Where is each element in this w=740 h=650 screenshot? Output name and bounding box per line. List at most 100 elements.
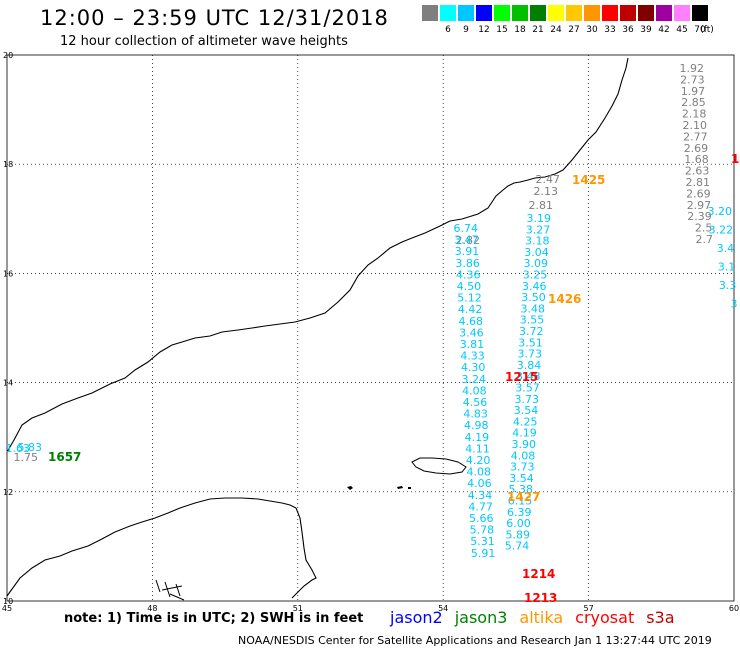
- colorbar-swatch: [494, 5, 511, 21]
- colorbar-swatch: [584, 5, 601, 21]
- wave-height-value: 2.81: [686, 176, 711, 189]
- wave-height-track-values: 1.922.731.972.852.182.102.772.691.682.63…: [6, 62, 738, 560]
- wave-height-value: 5.83: [18, 441, 43, 454]
- wave-height-value: 1.97: [681, 85, 706, 98]
- wave-height-value: 1.75: [14, 451, 39, 464]
- colorbar-swatch: [566, 5, 583, 21]
- wave-height-value: 2.85: [681, 96, 706, 109]
- wave-height-value: 4.06: [467, 477, 492, 490]
- longitude-tick-labels: 45 48 51 54 57 60: [2, 604, 739, 613]
- wave-height-value: 2.13: [534, 185, 559, 198]
- wave-height-value: 4.33: [460, 350, 485, 363]
- wave-height-value: 4.77: [468, 500, 493, 513]
- wave-height-value: 3.57: [515, 382, 540, 395]
- wave-height-value: 3.25: [523, 269, 548, 282]
- colorbar-tick-label: 6: [445, 25, 451, 35]
- latitude-tick-label: 18: [3, 160, 13, 169]
- colorbar-swatch: [620, 5, 637, 21]
- colorbar-unit: (ft): [700, 25, 714, 35]
- satellite-legend: jason2 jason3 altika cryosat s3a: [390, 608, 687, 627]
- wave-height-value: 3.04: [524, 246, 549, 259]
- longitude-tick-label: 48: [147, 604, 157, 613]
- pass-time-label: 1213: [524, 591, 557, 605]
- colorbar-tick-label: 27: [568, 25, 580, 35]
- wave-height-value: 3.27: [526, 223, 551, 236]
- wave-height-value: 3.09: [524, 257, 549, 270]
- wave-height-value: 4.50: [457, 280, 482, 293]
- map-subtitle: 12 hour collection of altimeter wave hei…: [60, 34, 348, 49]
- colorbar-swatch: [602, 5, 619, 21]
- wave-height-value: 5.91: [471, 547, 496, 560]
- wave-height-value: 3.73: [515, 393, 540, 406]
- wave-height-value: 2.69: [686, 187, 711, 200]
- latitude-tick-labels: 20 18 16 14 12 10: [3, 51, 13, 606]
- colorbar-tick-label: 42: [658, 25, 670, 35]
- wave-height-value: 2.7: [696, 233, 714, 246]
- wave-height-value: 4.83: [463, 408, 488, 421]
- wave-height-value: 3.54: [509, 472, 534, 485]
- colorbar-swatch: [512, 5, 529, 21]
- colorbar-tick-label: 15: [496, 25, 508, 35]
- wave-height-value: 3.50: [521, 291, 546, 304]
- wave-height-value: 4.08: [511, 449, 536, 462]
- wave-height-value: 3.20: [708, 205, 733, 218]
- pass-time-label: 1425: [572, 173, 605, 187]
- wave-height-value: 3.81: [460, 338, 485, 351]
- wave-height-value: 5.12: [457, 292, 482, 305]
- colorbar-tick-label: 39: [640, 25, 652, 35]
- wave-height-value: 3.18: [525, 235, 550, 248]
- colorbar-swatch: [530, 5, 547, 21]
- wave-height-value: 5.66: [469, 512, 494, 525]
- wave-height-value: 4.68: [458, 315, 483, 328]
- map-frame: [6, 54, 735, 602]
- wave-height-value: 3.73: [510, 461, 535, 474]
- wave-height-value: 3.55: [520, 314, 545, 327]
- wave-height-value: 5.78: [470, 524, 495, 537]
- wave-height-value: 4.34: [468, 489, 493, 502]
- wave-height-value: 2.77: [683, 130, 708, 143]
- wave-height-value: 2.63: [685, 165, 710, 178]
- wave-height-value: 5.38: [509, 483, 534, 496]
- satellite-legend-cryosat: cryosat: [575, 608, 635, 627]
- wave-height-value: 1.68: [684, 153, 709, 166]
- wave-height-value: 4.20: [466, 454, 491, 467]
- colorbar-tick-label: 21: [532, 25, 544, 35]
- wave-height-value: 5.31: [470, 535, 495, 548]
- map-title: 12:00 – 23:59 UTC 12/31/2018: [40, 6, 389, 30]
- wave-height-value: 2.39: [687, 210, 712, 223]
- wave-height-value: 4.36: [456, 268, 481, 281]
- colorbar-swatch: [476, 5, 493, 21]
- longitude-tick-label: 45: [2, 604, 12, 613]
- socotra-islet-2: [397, 486, 403, 489]
- latitude-tick-label: 20: [3, 51, 13, 60]
- pass-time-label: 1: [731, 152, 739, 166]
- wave-height-value: 4.19: [512, 427, 537, 440]
- wave-height-value: 3.46: [522, 280, 547, 293]
- colorbar-swatch: [692, 5, 709, 21]
- colorbar-tick-label: 30: [586, 25, 598, 35]
- wave-height-value: 3.54: [514, 404, 539, 417]
- wave-height-value: 3.72: [519, 325, 544, 338]
- latitude-tick-label: 14: [3, 379, 13, 388]
- colorbar-swatch: [422, 5, 439, 21]
- longitude-tick-label: 57: [584, 604, 594, 613]
- footer-note: note: 1) Time is in UTC; 2) SWH is in fe…: [64, 611, 364, 626]
- socotra-islet-1: [347, 486, 353, 490]
- wave-height-value: 6.15: [508, 495, 533, 508]
- wave-height-value: 3.48: [516, 370, 541, 383]
- pass-time-labels: 1425 1426 1215 1427 1214 1213 1657 1: [48, 152, 739, 605]
- wave-height-value: 3.86: [455, 257, 480, 270]
- wave-height-value: 4.11: [465, 442, 490, 455]
- wave-height-value: 4.19: [465, 431, 490, 444]
- colorbar-tick-label: 12: [478, 25, 490, 35]
- satellite-legend-altika: altika: [519, 608, 564, 627]
- colorbar-swatch: [656, 5, 673, 21]
- satellite-legend-jason2: jason2: [390, 608, 443, 627]
- wave-height-value: 2.73: [680, 73, 705, 86]
- colorbar-tick-label: 24: [550, 25, 562, 35]
- wave-height-value: 4.08: [462, 384, 487, 397]
- red-sea-islands: [155, 579, 185, 601]
- latitude-tick-label: 10: [3, 597, 13, 606]
- pass-time-label: 1215: [505, 370, 538, 384]
